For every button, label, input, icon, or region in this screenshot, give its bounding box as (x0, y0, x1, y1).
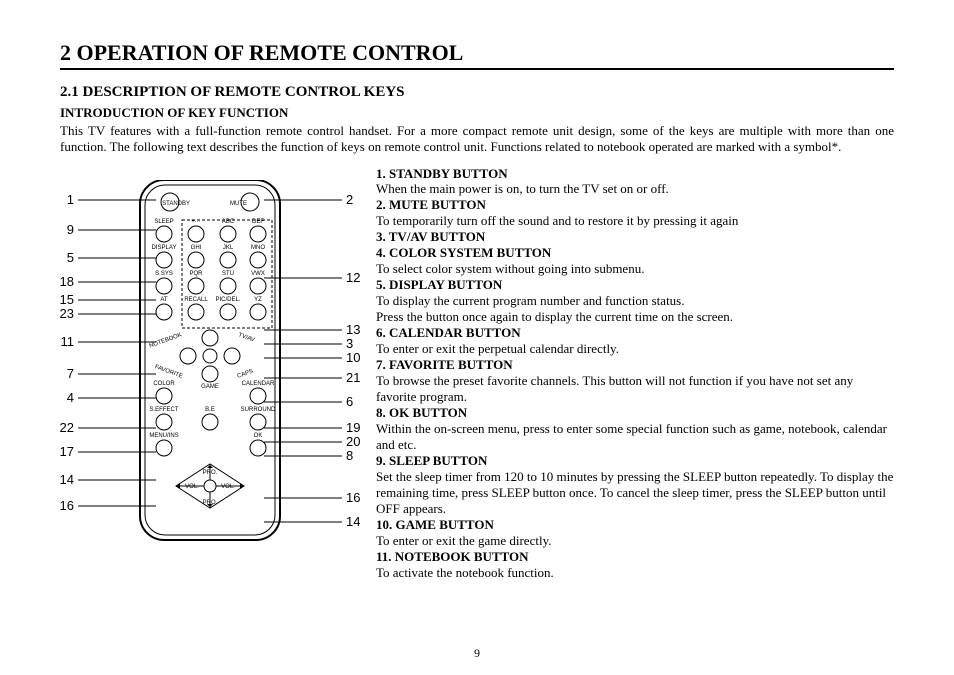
svg-text:PQR: PQR (189, 271, 203, 277)
svg-text:SLEEP: SLEEP (154, 219, 173, 225)
svg-text:19: 19 (346, 420, 360, 435)
subsection-heading: 2.1 DESCRIPTION OF REMOTE CONTROL KEYS (60, 84, 894, 101)
desc-body: Press the button once again to display t… (376, 309, 894, 325)
svg-text:YZ: YZ (254, 297, 262, 303)
svg-text:S.SYS: S.SYS (155, 271, 173, 277)
svg-text:STANDBY: STANDBY (162, 201, 190, 207)
svg-text:17: 17 (60, 444, 74, 459)
desc-title: 2. MUTE BUTTON (376, 197, 894, 213)
svg-text:16: 16 (346, 490, 360, 505)
svg-text:1: 1 (67, 192, 74, 207)
svg-text:21: 21 (346, 370, 360, 385)
svg-text:STU: STU (222, 271, 234, 277)
svg-text:PRO.: PRO. (203, 470, 218, 476)
desc-body: To enter or exit the perpetual calendar … (376, 341, 894, 357)
svg-text:16: 16 (60, 498, 74, 513)
svg-text:B.E: B.E (205, 407, 215, 413)
desc-body: Within the on-screen menu, press to ente… (376, 421, 894, 453)
svg-text:4: 4 (67, 390, 74, 405)
svg-text:14: 14 (346, 514, 360, 529)
svg-text:2: 2 (346, 192, 353, 207)
desc-body: To browse the preset favorite channels. … (376, 373, 894, 405)
svg-text:22: 22 (60, 420, 74, 435)
desc-title: 9. SLEEP BUTTON (376, 453, 894, 469)
desc-title: 4. COLOR SYSTEM BUTTON (376, 245, 894, 261)
svg-text:5: 5 (67, 250, 74, 265)
desc-title: 8. OK BUTTON (376, 405, 894, 421)
svg-text:GHI: GHI (191, 245, 202, 251)
svg-text:23: 23 (60, 306, 74, 321)
remote-diagram: STANDBYMUTESLEEP+···ABCDEFDISPLAYGHIJKLM… (60, 166, 360, 582)
desc-title: 1. STANDBY BUTTON (376, 166, 894, 182)
svg-text:10: 10 (346, 350, 360, 365)
svg-text:20: 20 (346, 434, 360, 449)
svg-text:VOL.: VOL. (185, 484, 199, 490)
svg-text:RECALL: RECALL (184, 297, 208, 303)
svg-text:OK: OK (254, 433, 263, 439)
desc-title: 6. CALENDAR BUTTON (376, 325, 894, 341)
desc-title: 7. FAVORITE BUTTON (376, 357, 894, 373)
desc-title: 5. DISPLAY BUTTON (376, 277, 894, 293)
svg-text:9: 9 (67, 222, 74, 237)
desc-body: To temporarily turn off the sound and to… (376, 213, 894, 229)
svg-text:15: 15 (60, 292, 74, 307)
svg-text:JKL: JKL (223, 245, 234, 251)
desc-title: 3. TV/AV BUTTON (376, 229, 894, 245)
svg-text:6: 6 (346, 394, 353, 409)
svg-text:3: 3 (346, 336, 353, 351)
content-row: STANDBYMUTESLEEP+···ABCDEFDISPLAYGHIJKLM… (60, 166, 894, 582)
svg-text:VOL.: VOL. (221, 484, 235, 490)
svg-text:13: 13 (346, 322, 360, 337)
svg-text:18: 18 (60, 274, 74, 289)
svg-text:AT: AT (160, 297, 168, 303)
desc-body: To activate the notebook function. (376, 565, 894, 581)
svg-text:MENU/INS: MENU/INS (149, 433, 178, 439)
svg-text:7: 7 (67, 366, 74, 381)
svg-text:VWX: VWX (251, 271, 265, 277)
desc-body: To display the current program number an… (376, 293, 894, 309)
desc-body: Set the sleep timer from 120 to 10 minut… (376, 469, 894, 517)
svg-text:SURROUND: SURROUND (241, 407, 276, 413)
svg-text:CALENDAR: CALENDAR (242, 381, 275, 387)
intro-heading: INTRODUCTION OF KEY FUNCTION (60, 105, 894, 121)
svg-text:MNO: MNO (251, 245, 265, 251)
svg-text:COLOR: COLOR (153, 381, 175, 387)
svg-text:S.EFFECT: S.EFFECT (149, 407, 178, 413)
desc-body: To select color system without going int… (376, 261, 894, 277)
desc-title: 11. NOTEBOOK BUTTON (376, 549, 894, 565)
key-descriptions: 1. STANDBY BUTTONWhen the main power is … (376, 166, 894, 582)
desc-title: 10. GAME BUTTON (376, 517, 894, 533)
svg-text:GAME: GAME (201, 384, 219, 390)
svg-text:8: 8 (346, 448, 353, 463)
page-number: 9 (0, 646, 954, 661)
svg-text:11: 11 (61, 334, 75, 349)
desc-body: To enter or exit the game directly. (376, 533, 894, 549)
svg-text:PIC/DEL.: PIC/DEL. (215, 297, 240, 303)
intro-paragraph: This TV features with a full-function re… (60, 123, 894, 156)
svg-text:14: 14 (60, 472, 74, 487)
svg-text:DISPLAY: DISPLAY (152, 245, 177, 251)
section-heading: 2 OPERATION OF REMOTE CONTROL (60, 40, 894, 70)
svg-text:12: 12 (346, 270, 360, 285)
svg-text:MUTE: MUTE (230, 201, 247, 207)
desc-body: When the main power is on, to turn the T… (376, 181, 894, 197)
